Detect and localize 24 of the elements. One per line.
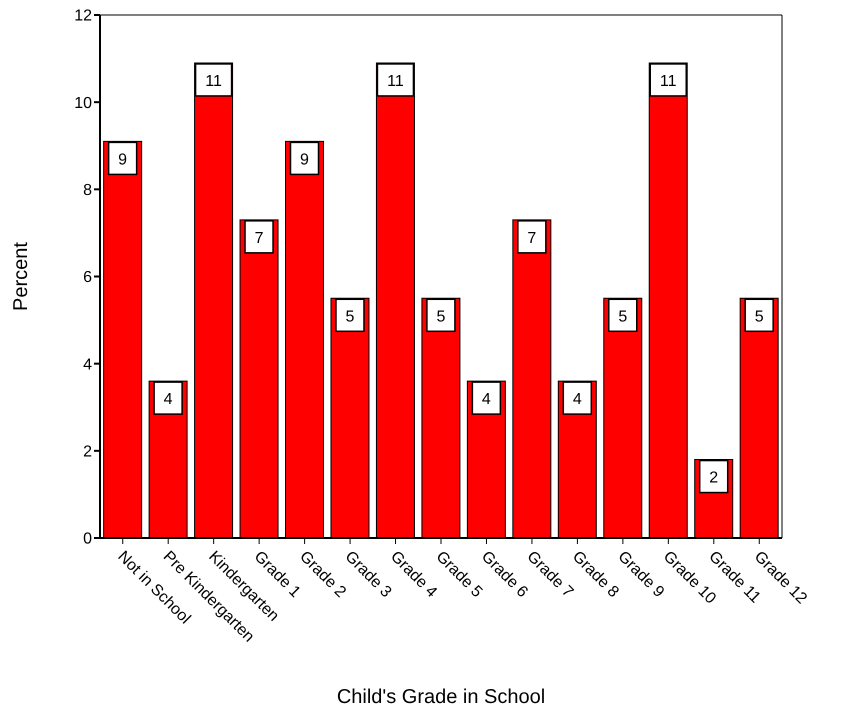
- x-axis-title: Child's Grade in School: [336, 686, 546, 708]
- y-tick-label: 8: [83, 182, 92, 200]
- data-label: 2: [709, 470, 718, 487]
- data-label: 11: [205, 72, 222, 90]
- data-label: 4: [572, 391, 582, 408]
- data-label: 7: [254, 230, 264, 247]
- data-label: 5: [346, 308, 355, 326]
- y-axis-title: Percent: [10, 242, 32, 311]
- data-label: 9: [118, 151, 128, 168]
- data-label: 4: [482, 391, 491, 408]
- y-tick-label: 0: [83, 530, 92, 548]
- data-label: 11: [387, 72, 404, 90]
- y-tick-label: 12: [74, 8, 92, 25]
- data-label: 9: [300, 151, 310, 168]
- y-tick-label: 2: [83, 444, 92, 461]
- data-label: 5: [436, 308, 446, 326]
- data-label: 5: [754, 308, 764, 326]
- data-label: 11: [660, 72, 677, 90]
- y-tick-label: 4: [83, 356, 92, 374]
- data-label: 5: [618, 308, 628, 326]
- y-tick-label: 6: [83, 269, 92, 286]
- data-label: 7: [527, 230, 536, 247]
- y-tick-label: 10: [74, 94, 92, 112]
- data-label: 4: [164, 391, 173, 408]
